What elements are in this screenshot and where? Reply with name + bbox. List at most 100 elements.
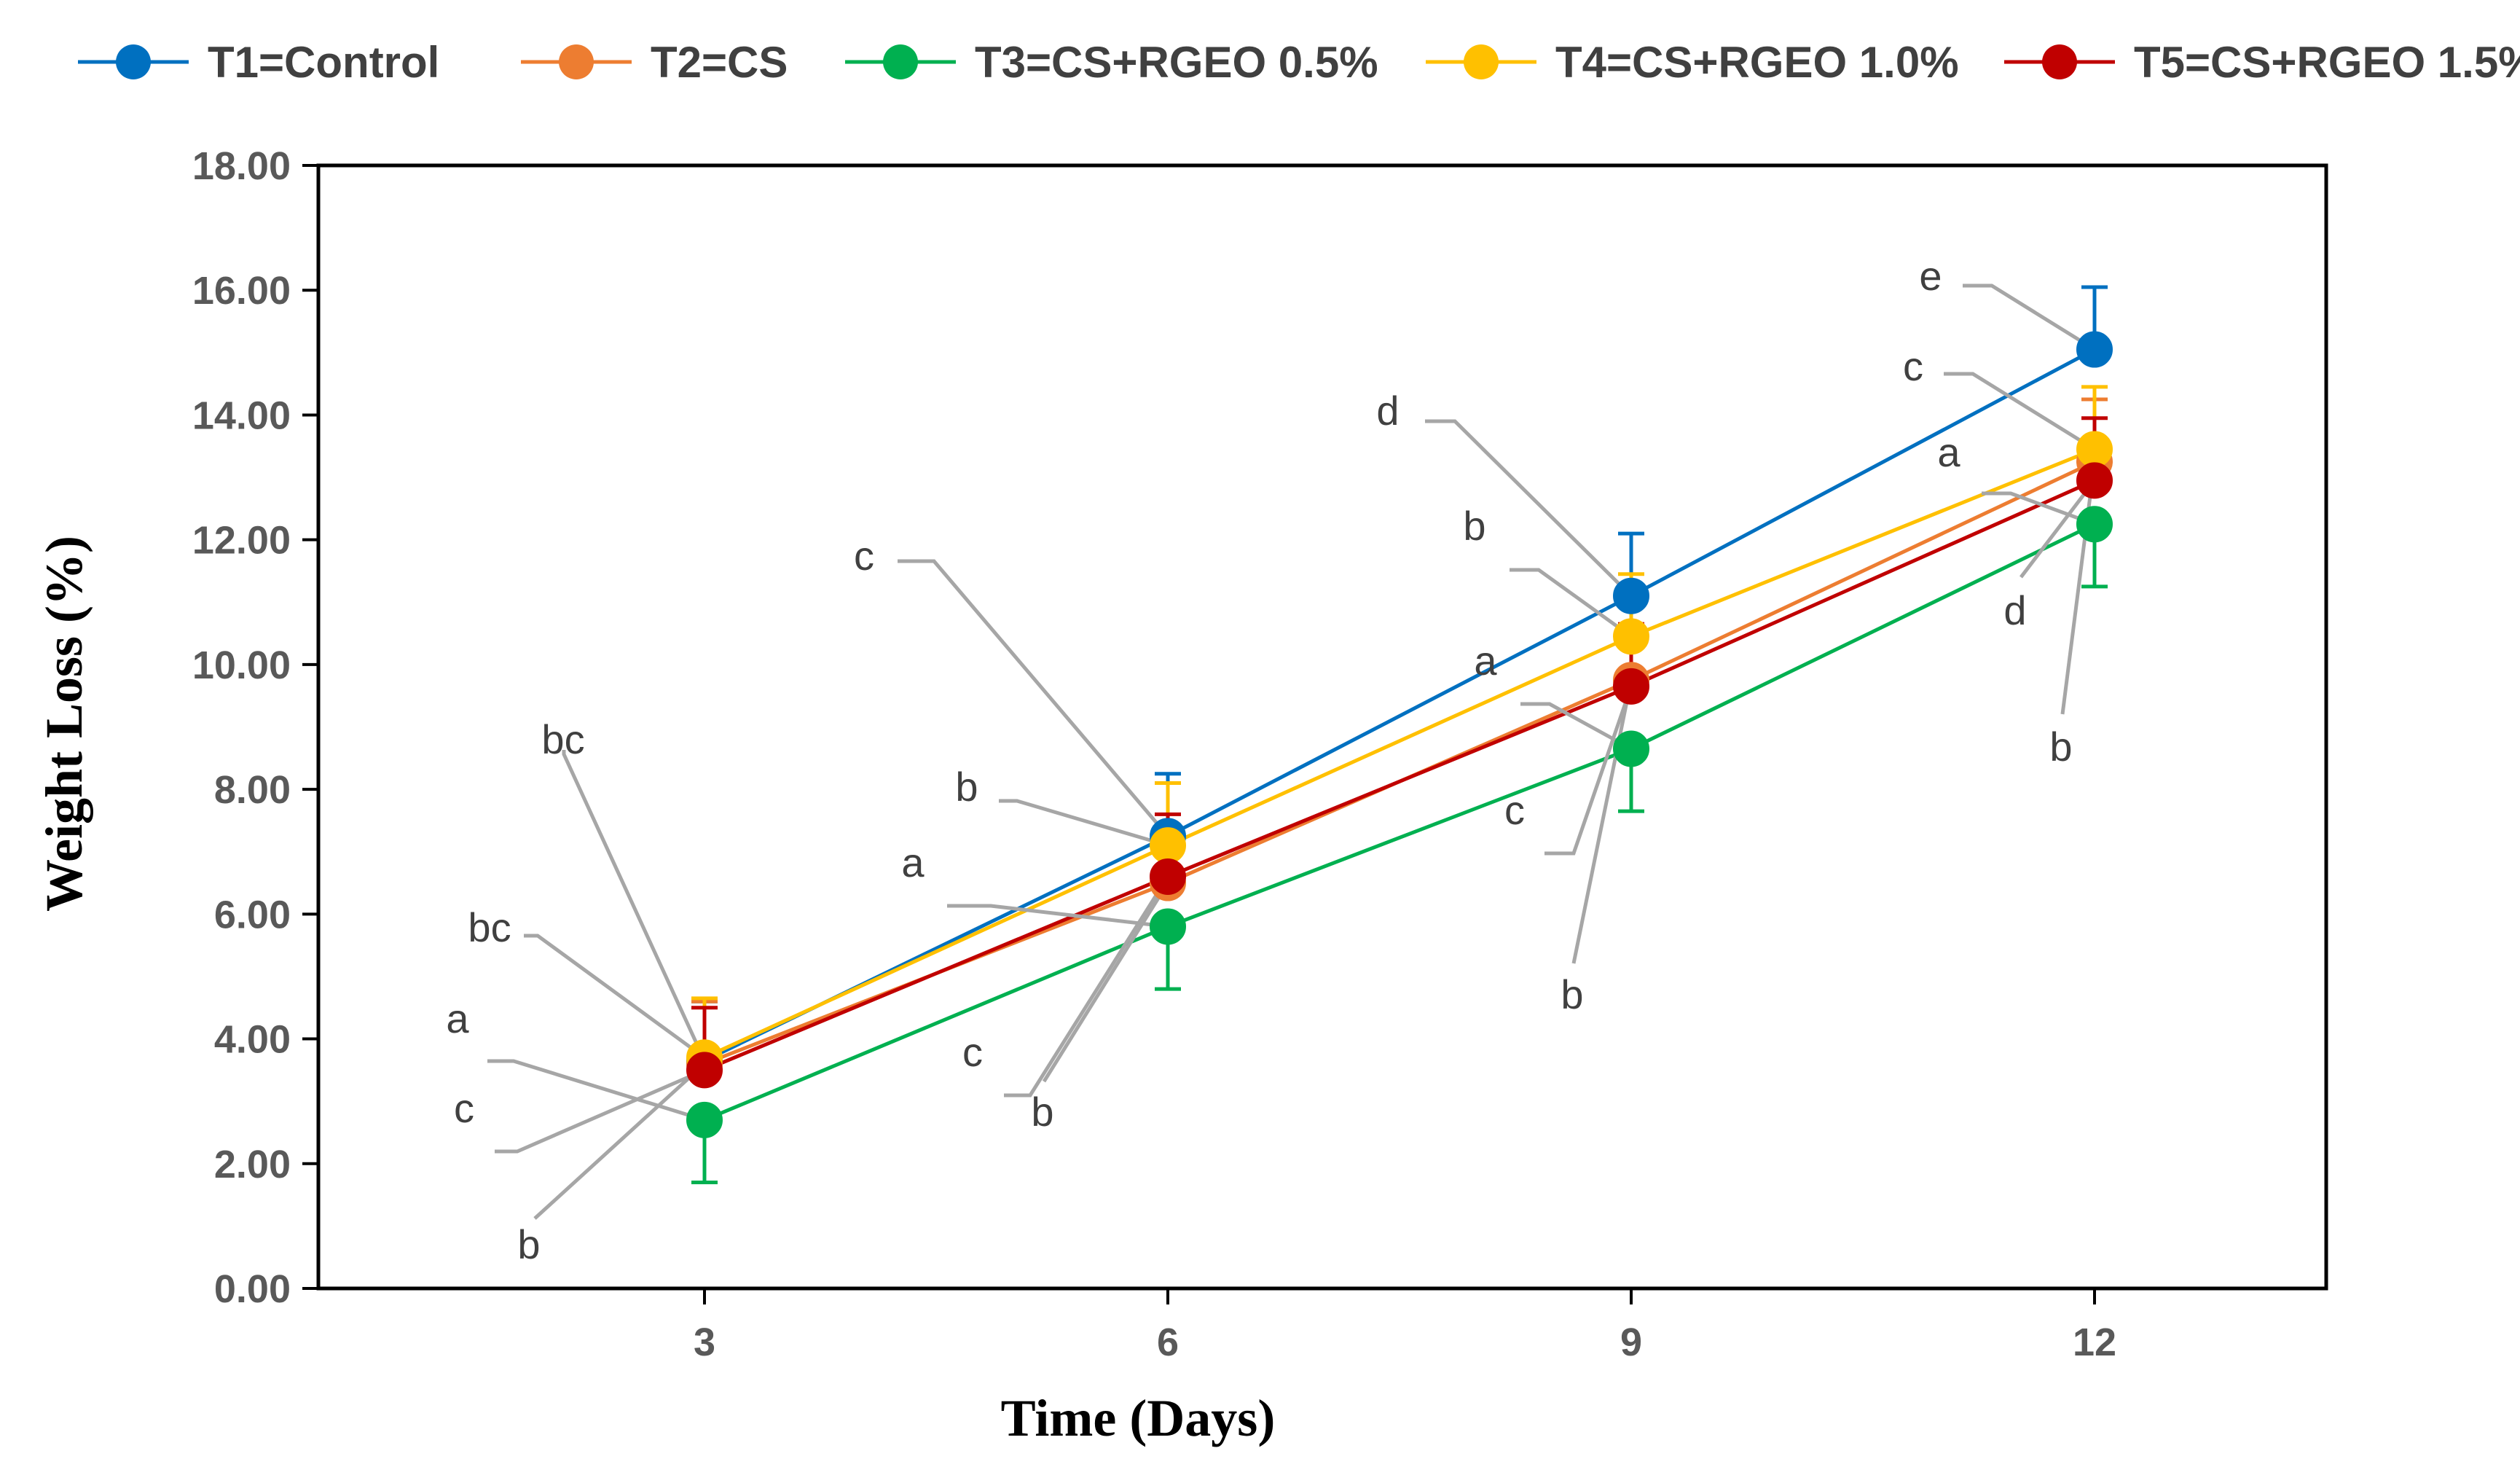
y-tick-label: 14.00 bbox=[192, 394, 291, 437]
y-tick-label: 2.00 bbox=[214, 1143, 291, 1186]
y-tick-label: 10.00 bbox=[192, 643, 291, 687]
legend-marker bbox=[1464, 44, 1499, 79]
series-line-3 bbox=[704, 523, 2096, 1122]
error-bars bbox=[691, 285, 2108, 1184]
legend-label: T1=Control bbox=[208, 38, 439, 87]
x-tick-label: 6 bbox=[1157, 1321, 1179, 1364]
y-tick-label: 6.00 bbox=[214, 893, 291, 936]
callout-line bbox=[999, 799, 1169, 848]
y-axis-title: Weight Loss (%) bbox=[35, 536, 93, 912]
significance-label: b bbox=[517, 1221, 540, 1267]
legend-marker bbox=[2042, 44, 2077, 79]
legend-item-2[interactable]: T2=CS bbox=[521, 38, 788, 87]
series-lines bbox=[703, 348, 2096, 1122]
significance-label: d bbox=[1376, 388, 1399, 434]
series-line-1 bbox=[703, 348, 2096, 1063]
callout-line bbox=[947, 904, 1169, 928]
significance-label: a bbox=[1937, 429, 1960, 475]
legend-label: T2=CS bbox=[651, 38, 788, 87]
legend-item-4[interactable]: T4=CS+RGEO 1.0% bbox=[1426, 38, 1959, 87]
data-point-5 bbox=[1150, 858, 1186, 895]
y-tick-label: 16.00 bbox=[192, 269, 291, 313]
series-line-5 bbox=[704, 479, 2096, 1072]
data-point-3 bbox=[686, 1101, 723, 1138]
y-tick-label: 4.00 bbox=[214, 1018, 291, 1062]
data-point-5 bbox=[2076, 462, 2113, 499]
legend-item-1[interactable]: T1=Control bbox=[78, 38, 439, 87]
callout-line bbox=[524, 934, 706, 1060]
significance-label: bc bbox=[468, 904, 511, 950]
x-tick-label: 9 bbox=[1620, 1321, 1642, 1364]
significance-callouts bbox=[487, 283, 2097, 1220]
data-point-5 bbox=[1613, 668, 1649, 705]
significance-label: e bbox=[1919, 253, 1942, 299]
y-tick-label: 0.00 bbox=[214, 1267, 291, 1311]
significance-label: b bbox=[955, 764, 978, 810]
callout-line bbox=[1425, 419, 1633, 598]
legend-label: T5=CS+RGEO 1.5% bbox=[2134, 38, 2520, 87]
callout-line bbox=[1004, 875, 1170, 1098]
significance-label: c bbox=[1504, 787, 1525, 833]
x-tick-label: 12 bbox=[2073, 1321, 2116, 1364]
callout-line bbox=[1520, 702, 1633, 751]
legend-marker bbox=[559, 44, 594, 79]
callout-line bbox=[2060, 461, 2097, 715]
significance-label: b bbox=[1561, 971, 1583, 1017]
significance-label: a bbox=[901, 840, 925, 885]
significance-label: bc bbox=[541, 716, 584, 762]
legend-item-5[interactable]: T5=CS+RGEO 1.5% bbox=[2004, 38, 2520, 87]
legend-marker bbox=[883, 44, 918, 79]
callout-line bbox=[533, 1062, 706, 1220]
series-line-2 bbox=[704, 460, 2096, 1066]
data-point-1 bbox=[1613, 577, 1649, 614]
data-point-3 bbox=[2076, 506, 2113, 543]
callout-line bbox=[1963, 283, 2096, 351]
callout-line bbox=[562, 750, 707, 1062]
x-axis: 3 6 9 12 bbox=[694, 1288, 2116, 1364]
y-tick-label: 8.00 bbox=[214, 768, 291, 812]
data-point-3 bbox=[1150, 908, 1186, 945]
data-point-3 bbox=[1613, 730, 1649, 767]
x-axis-title: Time (Days) bbox=[1001, 1389, 1276, 1447]
callout-line bbox=[1571, 679, 1633, 964]
significance-label: a bbox=[446, 995, 469, 1041]
callout-line bbox=[487, 1059, 705, 1122]
callout-line bbox=[1944, 372, 2096, 451]
callout-line bbox=[495, 1068, 705, 1154]
significance-label: b bbox=[1463, 503, 1485, 549]
callout-line bbox=[1042, 882, 1170, 1083]
y-tick-label: 18.00 bbox=[192, 144, 291, 188]
significance-label: b bbox=[2049, 724, 2072, 770]
legend-label: T4=CS+RGEO 1.0% bbox=[1555, 38, 1959, 87]
significance-label: d bbox=[2003, 587, 2026, 633]
legend-item-3[interactable]: T3=CS+RGEO 0.5% bbox=[845, 38, 1378, 87]
data-markers bbox=[686, 331, 2113, 1138]
callout-line bbox=[1982, 491, 2095, 526]
data-point-4 bbox=[2076, 431, 2113, 468]
y-axis: 0.00 2.00 4.00 6.00 8.00 10.00 12.00 14.00 16.00… bbox=[192, 144, 318, 1311]
plot-area bbox=[316, 163, 2328, 1291]
callout-line bbox=[1544, 686, 1633, 856]
data-point-4 bbox=[1150, 827, 1186, 864]
significance-label: b bbox=[1031, 1089, 1053, 1135]
data-point-1 bbox=[2076, 331, 2113, 368]
legend-label: T3=CS+RGEO 0.5% bbox=[975, 38, 1378, 87]
plot-border bbox=[316, 163, 2328, 1291]
legend-marker bbox=[116, 44, 151, 79]
y-tick-label: 12.00 bbox=[192, 519, 291, 563]
significance-label: c bbox=[1903, 343, 1923, 389]
legend: T1=Control T2=CS T3=CS+RGEO 0.5% T4=CS+RGEO… bbox=[78, 38, 2520, 87]
significance-label: c bbox=[962, 1029, 983, 1075]
significance-label: c bbox=[454, 1085, 474, 1131]
series-line-4 bbox=[703, 447, 2095, 1060]
callout-line bbox=[898, 559, 1169, 837]
significance-label: a bbox=[1474, 638, 1497, 684]
data-point-5 bbox=[686, 1052, 723, 1089]
callout-line bbox=[2019, 479, 2096, 579]
x-tick-label: 3 bbox=[694, 1321, 715, 1364]
data-point-4 bbox=[1613, 618, 1649, 655]
significance-label: c bbox=[854, 533, 874, 579]
callout-line bbox=[1510, 568, 1633, 638]
